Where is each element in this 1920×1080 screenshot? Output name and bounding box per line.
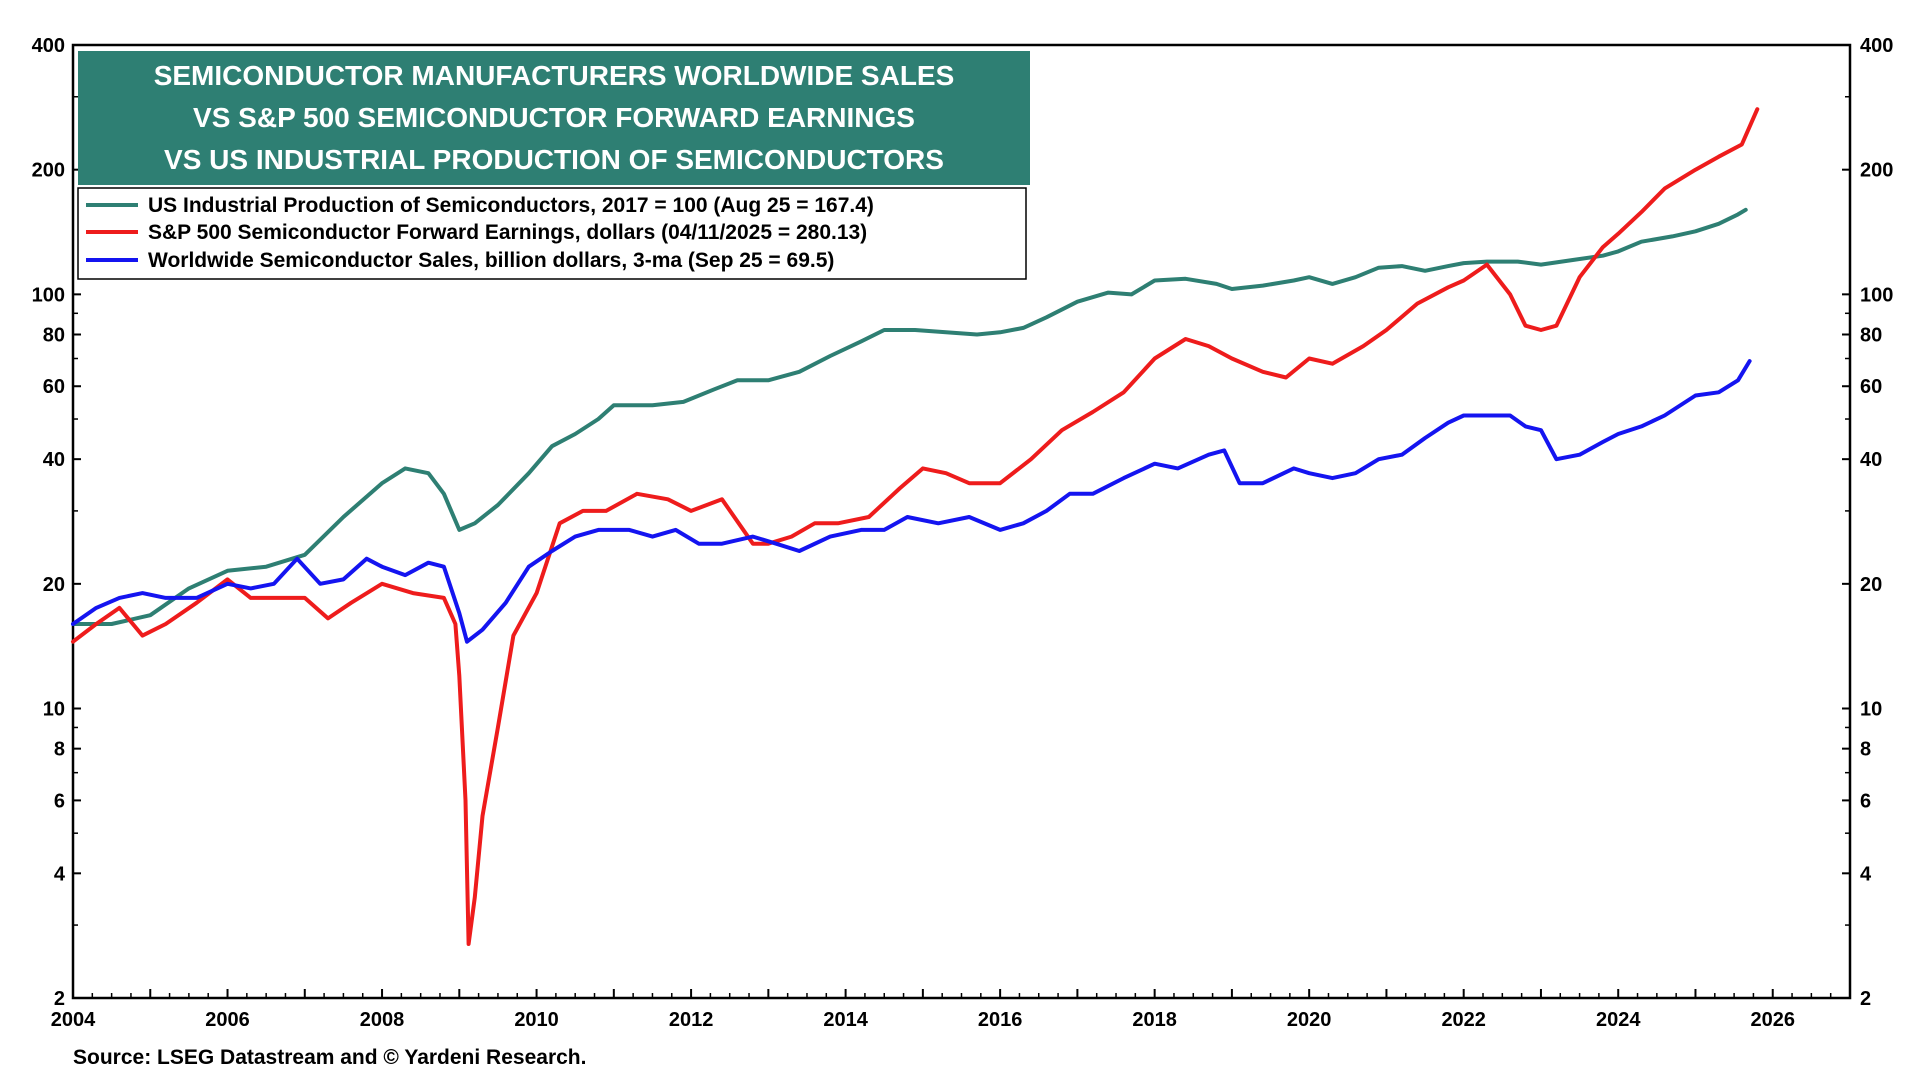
y-tick-label-right: 40 <box>1860 449 1882 471</box>
x-tick-label: 2022 <box>1441 1009 1486 1031</box>
y-tick-label-right: 20 <box>1860 574 1882 596</box>
series-line-ip <box>71 207 1748 626</box>
x-tick-label: 2018 <box>1132 1009 1177 1031</box>
x-tick-label: 2006 <box>205 1009 250 1031</box>
x-tick-label: 2008 <box>360 1009 405 1031</box>
x-tick-label: 2004 <box>51 1009 96 1031</box>
y-tick-label-left: 60 <box>43 376 65 398</box>
x-tick-label: 2010 <box>514 1009 559 1031</box>
y-tick-label-right: 200 <box>1860 160 1893 182</box>
x-axis: 2004 2006 2008 2010 2012 2014 2016 2018 2020 2022… <box>51 989 1851 1031</box>
x-tick-label: 2020 <box>1287 1009 1332 1031</box>
y-tick-label-right: 10 <box>1860 699 1882 721</box>
y-tick-label-left: 2 <box>54 988 65 1010</box>
y-tick-label-left: 6 <box>54 790 65 812</box>
y-tick-label-right: 4 <box>1860 863 1872 885</box>
x-tick-label: 2026 <box>1750 1009 1795 1031</box>
y-tick-label-right: 8 <box>1860 739 1871 761</box>
y-tick-label-right: 100 <box>1860 284 1893 306</box>
legend-label-earnings: S&P 500 Semiconductor Forward Earnings, … <box>148 221 867 244</box>
legend: US Industrial Production of Semiconducto… <box>77 187 1027 280</box>
x-tick-label: 2014 <box>823 1009 868 1031</box>
y-tick-label-right: 2 <box>1860 988 1871 1010</box>
series-line-earnings <box>71 107 1760 946</box>
y-tick-label-left: 200 <box>32 160 65 182</box>
y-tick-label-right: 6 <box>1860 790 1871 812</box>
x-tick-label: 2016 <box>978 1009 1023 1031</box>
legend-label-sales: Worldwide Semiconductor Sales, billion d… <box>148 249 834 272</box>
y-tick-label-left: 80 <box>43 324 65 346</box>
y-tick-label-left: 100 <box>32 284 65 306</box>
series-line-sales <box>71 359 1752 644</box>
chart-title-line-1: SEMICONDUCTOR MANUFACTURERS WORLDWIDE SA… <box>154 60 955 91</box>
x-tick-label: 2012 <box>669 1009 714 1031</box>
y-tick-label-right: 60 <box>1860 376 1882 398</box>
y-tick-label-left: 40 <box>43 449 65 471</box>
y-tick-label-left: 8 <box>54 739 65 761</box>
y-tick-label-right: 400 <box>1860 35 1893 57</box>
y-tick-label-left: 400 <box>32 35 65 57</box>
series-lines <box>71 107 1760 946</box>
y-tick-label-left: 20 <box>43 574 65 596</box>
legend-label-ip: US Industrial Production of Semiconducto… <box>148 194 874 217</box>
chart-title-box: SEMICONDUCTOR MANUFACTURERS WORLDWIDE SA… <box>78 51 1030 185</box>
y-axis-right: 2 4 6 8 10 20 40 60 80 100 200 400 <box>1842 35 1893 1010</box>
y-axis-left: 2 4 6 8 10 20 40 60 80 100 200 400 <box>32 35 81 1010</box>
y-tick-label-right: 80 <box>1860 324 1882 346</box>
y-tick-label-left: 10 <box>43 699 65 721</box>
chart-title-line-2: VS S&P 500 SEMICONDUCTOR FORWARD EARNING… <box>193 102 915 133</box>
y-tick-label-left: 4 <box>54 863 66 885</box>
x-tick-label: 2024 <box>1596 1009 1641 1031</box>
source-note: Source: LSEG Datastream and © Yardeni Re… <box>73 1046 586 1069</box>
chart-title-line-3: VS US INDUSTRIAL PRODUCTION OF SEMICONDU… <box>164 144 944 175</box>
